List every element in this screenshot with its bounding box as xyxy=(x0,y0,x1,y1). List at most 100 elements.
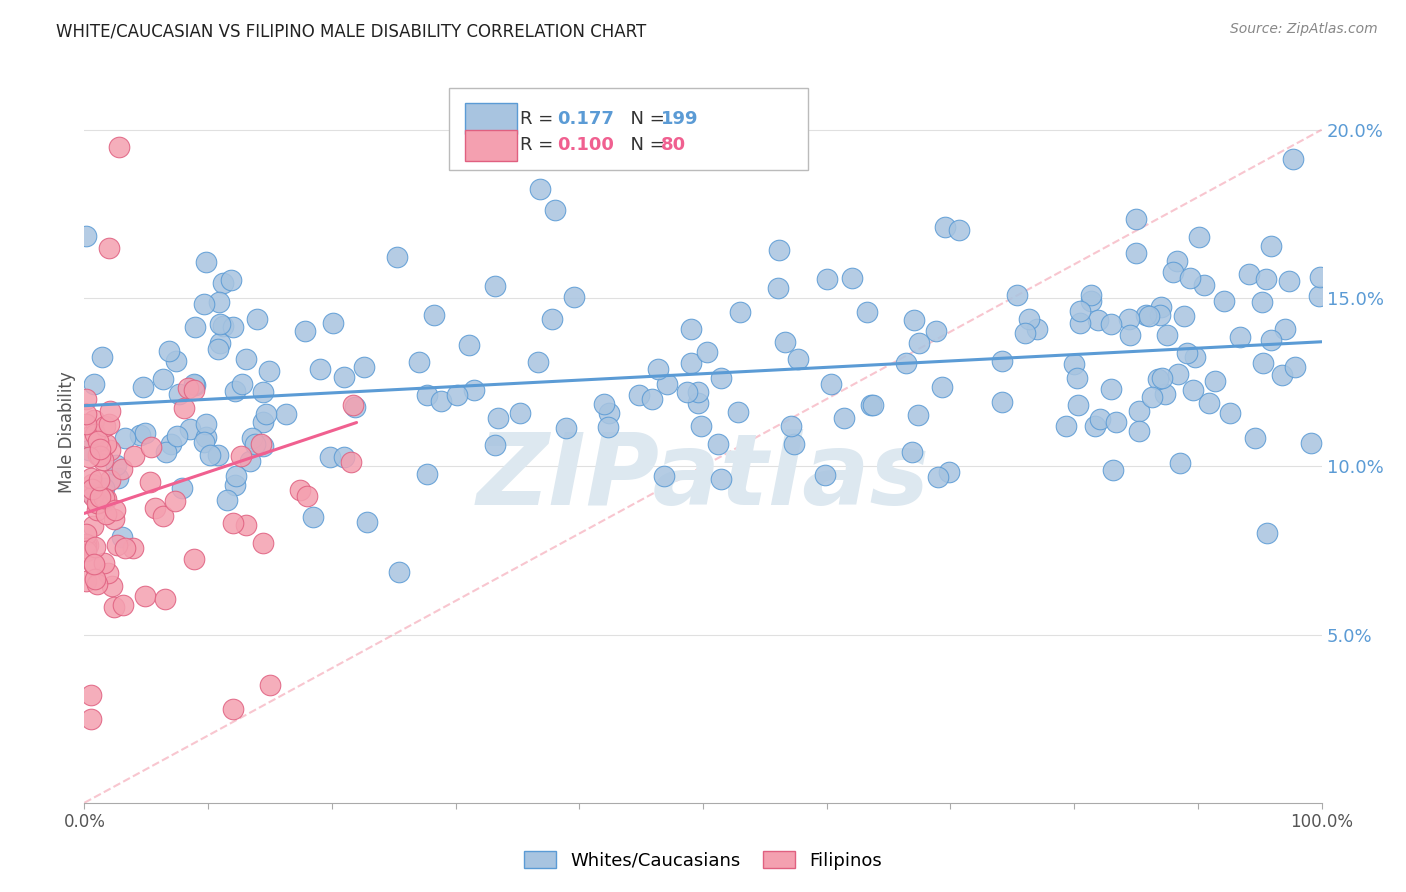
Point xyxy=(423,309,446,323)
Point xyxy=(105,458,128,473)
Point xyxy=(82,489,104,503)
Point xyxy=(1166,254,1188,268)
Point xyxy=(252,439,274,453)
Point xyxy=(82,518,104,533)
Point xyxy=(1125,212,1147,227)
Point xyxy=(1175,345,1198,359)
Point xyxy=(107,471,129,485)
Point xyxy=(686,385,709,400)
Point xyxy=(1137,310,1160,324)
Point xyxy=(96,566,118,581)
Text: 0.100: 0.100 xyxy=(557,136,614,154)
Point xyxy=(333,369,356,384)
Point xyxy=(75,392,97,406)
Point xyxy=(79,484,101,499)
Point xyxy=(859,398,882,412)
Point xyxy=(509,406,531,420)
Point xyxy=(1014,326,1036,341)
Point xyxy=(79,688,101,702)
Point xyxy=(1067,398,1090,412)
Point xyxy=(80,483,103,497)
Point xyxy=(222,701,245,715)
Point xyxy=(1084,419,1107,434)
Point xyxy=(901,444,924,458)
Point xyxy=(862,397,884,411)
Point xyxy=(84,427,107,442)
Point xyxy=(710,472,733,486)
Point xyxy=(288,483,311,497)
Point xyxy=(83,557,105,571)
Point xyxy=(690,419,713,434)
Point xyxy=(231,449,253,463)
Point xyxy=(1198,396,1220,410)
Point xyxy=(458,338,481,352)
Point xyxy=(1128,424,1150,438)
Point xyxy=(541,312,564,326)
Point xyxy=(1156,327,1178,342)
Point xyxy=(1182,384,1205,398)
Point xyxy=(463,383,485,397)
Point xyxy=(231,376,253,391)
Point xyxy=(103,512,125,526)
Point xyxy=(408,355,430,369)
Point xyxy=(1135,308,1157,322)
Point xyxy=(97,240,120,255)
Point xyxy=(681,322,703,336)
Point xyxy=(165,353,187,368)
Point xyxy=(1219,406,1241,420)
Text: 80: 80 xyxy=(661,136,686,154)
Point xyxy=(1256,526,1278,541)
Point xyxy=(173,401,195,416)
Point xyxy=(1163,265,1185,279)
Point xyxy=(728,305,751,319)
Point xyxy=(86,576,108,591)
Point xyxy=(93,556,115,570)
Point xyxy=(815,272,838,286)
Point xyxy=(75,541,97,556)
Point xyxy=(98,473,121,487)
FancyBboxPatch shape xyxy=(465,130,517,161)
Point xyxy=(89,442,111,456)
Point xyxy=(194,417,217,432)
Point xyxy=(198,448,221,462)
Point xyxy=(239,454,262,468)
Point xyxy=(179,421,201,435)
Point xyxy=(429,393,451,408)
Point xyxy=(1128,404,1150,418)
Point xyxy=(75,417,97,431)
Point xyxy=(593,397,616,411)
Point xyxy=(224,384,246,399)
Point xyxy=(83,413,105,427)
Point xyxy=(1173,309,1195,323)
Point xyxy=(157,343,180,358)
Point xyxy=(166,429,188,443)
Point xyxy=(87,448,110,462)
Point xyxy=(84,540,107,554)
Point xyxy=(235,351,257,366)
Point xyxy=(112,598,135,612)
Point xyxy=(193,297,215,311)
Point xyxy=(925,324,948,338)
Point xyxy=(86,434,108,448)
Point xyxy=(1154,386,1177,401)
Point xyxy=(169,386,191,401)
Point xyxy=(86,503,108,517)
Point xyxy=(91,452,114,467)
Point xyxy=(208,295,231,310)
Point xyxy=(122,541,145,555)
Point xyxy=(98,443,121,458)
Point xyxy=(309,362,332,376)
Point xyxy=(948,223,970,237)
Point xyxy=(938,465,960,479)
Point xyxy=(94,419,117,434)
Point xyxy=(114,431,136,445)
Point xyxy=(706,437,728,451)
Point xyxy=(322,316,344,330)
Point xyxy=(259,678,281,692)
Point xyxy=(152,509,174,524)
Point xyxy=(773,334,796,349)
Point xyxy=(252,536,274,550)
Point xyxy=(1099,382,1122,396)
Point xyxy=(225,469,247,483)
Point xyxy=(903,313,925,327)
